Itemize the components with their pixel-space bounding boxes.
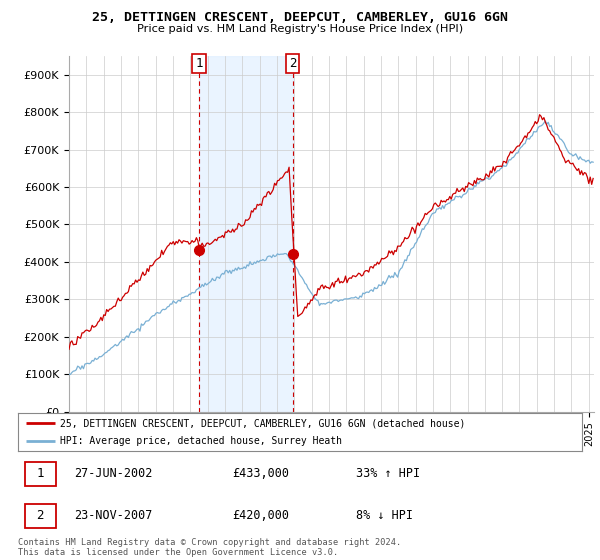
Text: 25, DETTINGEN CRESCENT, DEEPCUT, CAMBERLEY, GU16 6GN (detached house): 25, DETTINGEN CRESCENT, DEEPCUT, CAMBERL… xyxy=(60,418,466,428)
Text: 1: 1 xyxy=(36,467,44,480)
Text: 23-NOV-2007: 23-NOV-2007 xyxy=(74,509,153,522)
Text: 25, DETTINGEN CRESCENT, DEEPCUT, CAMBERLEY, GU16 6GN: 25, DETTINGEN CRESCENT, DEEPCUT, CAMBERL… xyxy=(92,11,508,24)
Text: 8% ↓ HPI: 8% ↓ HPI xyxy=(356,509,413,522)
Text: Contains HM Land Registry data © Crown copyright and database right 2024.
This d: Contains HM Land Registry data © Crown c… xyxy=(18,538,401,557)
Text: 2: 2 xyxy=(36,509,44,522)
Text: HPI: Average price, detached house, Surrey Heath: HPI: Average price, detached house, Surr… xyxy=(60,436,342,446)
Text: 1: 1 xyxy=(195,57,203,70)
Text: 33% ↑ HPI: 33% ↑ HPI xyxy=(356,467,421,480)
Text: Price paid vs. HM Land Registry's House Price Index (HPI): Price paid vs. HM Land Registry's House … xyxy=(137,24,463,34)
FancyBboxPatch shape xyxy=(25,461,56,486)
FancyBboxPatch shape xyxy=(25,503,56,528)
Text: 27-JUN-2002: 27-JUN-2002 xyxy=(74,467,153,480)
Text: £433,000: £433,000 xyxy=(232,467,289,480)
Text: 2: 2 xyxy=(289,57,296,70)
Bar xyxy=(199,56,293,412)
Text: £420,000: £420,000 xyxy=(232,509,289,522)
